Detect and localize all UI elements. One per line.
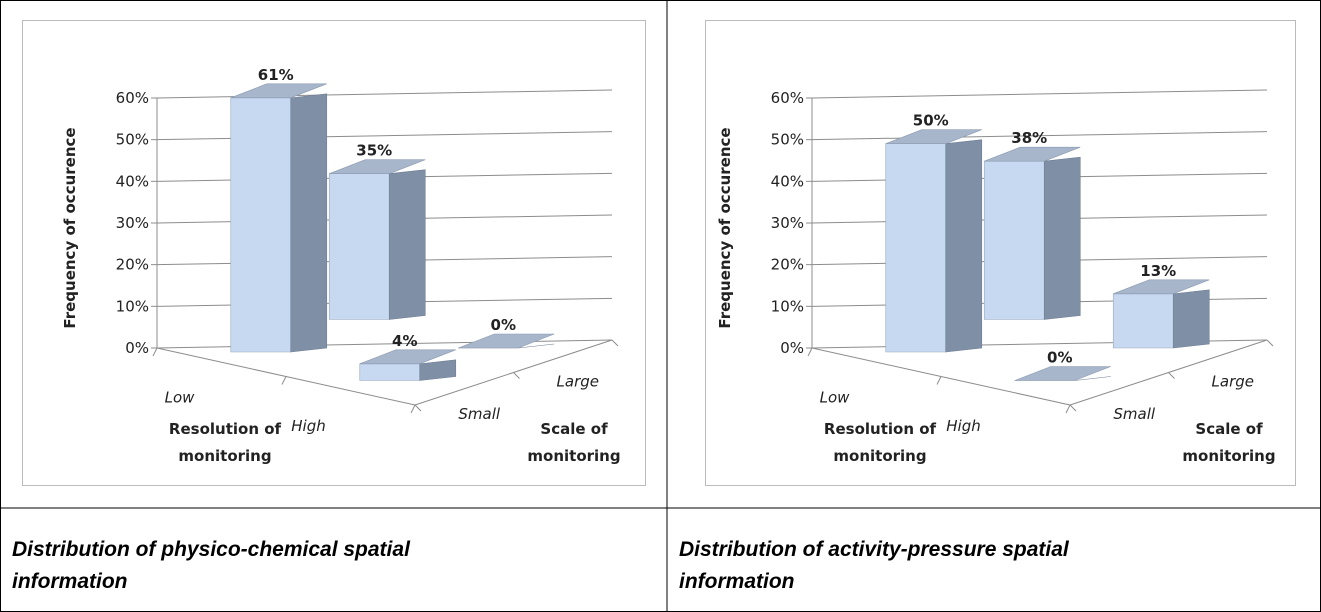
y-tick-label: 20% bbox=[116, 256, 149, 274]
x-tick-label: Low bbox=[165, 388, 196, 406]
bar-top bbox=[885, 129, 982, 144]
bar-front bbox=[230, 97, 292, 353]
data-label: 38% bbox=[1011, 129, 1047, 147]
data-label: 35% bbox=[356, 142, 392, 160]
x-tick bbox=[807, 347, 813, 357]
bar bbox=[328, 159, 426, 320]
legend-label: Large bbox=[1212, 372, 1254, 390]
legend-label: Small bbox=[1113, 405, 1155, 423]
bar-top bbox=[1113, 279, 1210, 295]
grid-line bbox=[156, 89, 613, 99]
data-label: 4% bbox=[392, 332, 417, 350]
bar-side bbox=[1172, 289, 1210, 349]
legend-label: Large bbox=[557, 372, 599, 390]
x-tick-label: High bbox=[291, 417, 325, 435]
bar-top bbox=[1014, 366, 1111, 381]
data-label: 50% bbox=[913, 112, 949, 130]
y-tick-label: 30% bbox=[116, 214, 149, 232]
bar-top bbox=[458, 333, 555, 349]
data-label: 0% bbox=[491, 316, 516, 334]
bar-side bbox=[388, 169, 426, 320]
bar-front bbox=[1112, 293, 1174, 349]
bar bbox=[1014, 366, 1111, 381]
y-tick-label: 60% bbox=[771, 89, 804, 107]
z-tick bbox=[414, 404, 422, 412]
legend-label: Small bbox=[458, 405, 500, 423]
z-tick bbox=[513, 372, 520, 379]
bar-side bbox=[945, 139, 983, 353]
bar-front bbox=[359, 363, 421, 381]
bar bbox=[885, 129, 983, 353]
x-tick bbox=[936, 376, 942, 385]
bar-top bbox=[230, 83, 327, 99]
x-tick bbox=[1065, 404, 1071, 414]
x-axis-title: Resolution of monitoring bbox=[169, 420, 282, 465]
y-tick-label: 50% bbox=[116, 131, 149, 149]
bar-top bbox=[329, 159, 426, 174]
z-tick bbox=[1168, 372, 1175, 379]
x-tick-label: Low bbox=[820, 388, 851, 406]
y-tick-label: 0% bbox=[125, 339, 149, 357]
chart-frame bbox=[22, 20, 646, 486]
y-tick-label: 10% bbox=[116, 297, 149, 315]
bar bbox=[1112, 279, 1210, 349]
bar bbox=[359, 349, 457, 381]
x-tick bbox=[410, 404, 416, 414]
grid-line bbox=[811, 89, 1268, 99]
z-axis-title: Scale of monitoring bbox=[527, 420, 620, 465]
caption: Distribution of activity-pressure spatia… bbox=[679, 538, 1070, 593]
y-axis-title: Frequency of occurence bbox=[61, 127, 79, 328]
grid-line bbox=[811, 131, 1268, 141]
bar-front bbox=[983, 160, 1045, 320]
y-tick-label: 20% bbox=[771, 256, 804, 274]
bar bbox=[983, 146, 1081, 320]
data-label: 13% bbox=[1140, 262, 1176, 280]
caption: Distribution of physico-chemical spatial… bbox=[12, 538, 411, 593]
data-label: 61% bbox=[258, 66, 294, 84]
bar-front bbox=[885, 143, 947, 353]
bar bbox=[230, 83, 328, 353]
y-tick-label: 30% bbox=[771, 214, 804, 232]
y-tick-label: 0% bbox=[780, 339, 804, 357]
x-tick bbox=[281, 376, 287, 385]
chart-frame bbox=[705, 20, 1296, 486]
bar-side bbox=[1074, 376, 1111, 381]
z-axis-title: Scale of monitoring bbox=[1182, 420, 1275, 465]
bar-side bbox=[419, 359, 457, 381]
bar-top bbox=[984, 146, 1081, 162]
data-label: 0% bbox=[1047, 349, 1072, 367]
bar bbox=[458, 333, 555, 349]
bar-side bbox=[1043, 156, 1081, 320]
y-tick-label: 60% bbox=[116, 89, 149, 107]
bar-side bbox=[518, 343, 555, 349]
y-tick-label: 40% bbox=[771, 172, 804, 190]
z-tick bbox=[1266, 339, 1274, 347]
y-tick-label: 50% bbox=[771, 131, 804, 149]
z-tick bbox=[1069, 404, 1077, 412]
y-tick-label: 40% bbox=[116, 172, 149, 190]
bar-front bbox=[328, 173, 390, 320]
grid-line bbox=[156, 339, 613, 349]
bar-top bbox=[359, 349, 456, 365]
x-axis-title: Resolution of monitoring bbox=[824, 420, 937, 465]
z-tick bbox=[611, 339, 619, 347]
x-tick bbox=[152, 347, 158, 357]
grid-line bbox=[156, 131, 613, 141]
x-tick-label: High bbox=[946, 417, 980, 435]
y-tick-label: 10% bbox=[771, 297, 804, 315]
bar-side bbox=[290, 93, 328, 353]
y-axis-title: Frequency of occurence bbox=[716, 127, 734, 328]
